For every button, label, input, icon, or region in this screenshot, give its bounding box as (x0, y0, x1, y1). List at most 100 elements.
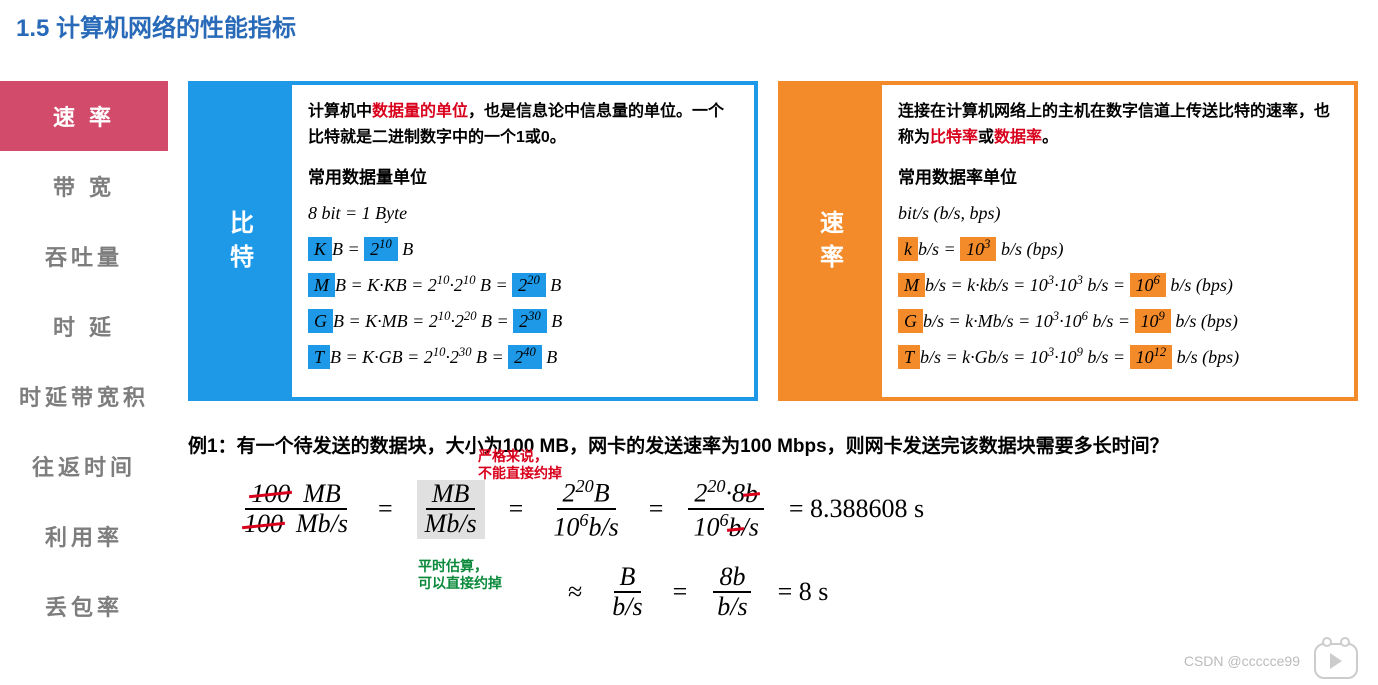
hl: 106 (1130, 273, 1166, 297)
t: 10 (693, 513, 719, 542)
t: b/s = k·kb/s = 10 (925, 275, 1048, 295)
t: B = (475, 275, 512, 295)
t: b/s = (918, 239, 960, 259)
t: ·2 (450, 311, 464, 331)
sup: 9 (1159, 309, 1165, 323)
t: B = (472, 347, 509, 367)
t: 10 (966, 239, 984, 259)
hl: G (898, 309, 923, 333)
strike: b (729, 514, 742, 543)
t: ·10 (1059, 311, 1082, 331)
bit-box-label: 比 特 (192, 85, 292, 397)
hl: 1012 (1130, 345, 1173, 369)
t: b/s (bps) (1172, 347, 1239, 367)
t: b/s = (1083, 347, 1130, 367)
formula-line: Mb/s = k·kb/s = 103·103 b/s = 106 b/s (b… (898, 270, 1338, 300)
hl: 230 (513, 309, 547, 333)
hl: M (898, 273, 925, 297)
approx: ≈ (568, 577, 582, 607)
t: 2 (694, 479, 707, 508)
t: ·2 (445, 347, 459, 367)
t: B = K·MB = 2 (333, 311, 438, 331)
t: 2 (519, 311, 528, 331)
sidebar-item-rtt[interactable]: 往返时间 (0, 431, 168, 501)
formula-line: MB = K·KB = 210·210 B = 220 B (308, 270, 738, 300)
t: 10 (553, 513, 579, 542)
hl: K (308, 237, 332, 261)
rate-box-desc: 连接在计算机网络上的主机在数字信道上传送比特的速率，也称为比特率或数据率。 (898, 99, 1338, 150)
sidebar-item-bdp[interactable]: 时延带宽积 (0, 361, 168, 431)
t: B = (332, 239, 364, 259)
t: ·2 (449, 275, 463, 295)
watermark: CSDN @ccccce99 (1184, 643, 1358, 679)
sup: 10 (433, 345, 446, 359)
equals: = (509, 494, 524, 524)
strike: b (745, 480, 758, 509)
t: b/s = k·Mb/s = 10 (923, 311, 1053, 331)
hl: T (898, 345, 920, 369)
sidebar-item-delay[interactable]: 时 延 (0, 291, 168, 361)
hl: 109 (1135, 309, 1171, 333)
highlight-text: 数据率 (994, 129, 1042, 146)
fraction: 220B 106b/s (547, 476, 624, 543)
t: 2 (518, 275, 527, 295)
formula-line: bit/s (b/s, bps) (898, 199, 1338, 228)
hl: 220 (512, 273, 546, 297)
sidebar-item-bandwidth[interactable]: 带 宽 (0, 151, 168, 221)
t: B = K·GB = 2 (330, 347, 433, 367)
fraction-shaded: MB Mb/s (417, 480, 485, 539)
sup: 12 (1154, 345, 1167, 359)
sidebar-item-throughput[interactable]: 吞吐量 (0, 221, 168, 291)
sup: 10 (379, 237, 392, 251)
fraction: 100 MB 100 Mb/s (238, 480, 354, 539)
formula-line: Tb/s = k·Gb/s = 103·109 b/s = 1012 b/s (… (898, 342, 1338, 372)
highlight-text: 数据量的单位 (372, 103, 468, 120)
denominator: b/s (711, 593, 753, 622)
hl: M (308, 273, 335, 297)
rate-box-label: 速 率 (782, 85, 882, 397)
sidebar-item-utilization[interactable]: 利用率 (0, 501, 168, 571)
sidebar-item-packetloss[interactable]: 丢包率 (0, 571, 168, 641)
watermark-text: CSDN @ccccce99 (1184, 653, 1300, 669)
result: = 8.388608 s (789, 494, 924, 524)
example-text: 例1：有一个待发送的数据块，大小为100 MB，网卡的发送速率为100 Mbps… (188, 431, 1358, 458)
hl: T (308, 345, 330, 369)
equals: = (649, 494, 664, 524)
hl: 103 (960, 237, 996, 261)
result: = 8 s (778, 577, 829, 607)
sup: 30 (528, 309, 541, 323)
page-title: 1.5 计算机网络的性能指标 (0, 0, 1378, 51)
rate-box: 速 率 连接在计算机网络上的主机在数字信道上传送比特的速率，也称为比特率或数据率… (778, 81, 1358, 401)
formula-line: TB = K·GB = 210·230 B = 240 B (308, 342, 738, 372)
formula-line: GB = K·MB = 210·220 B = 230 B (308, 306, 738, 336)
t: b/s (bps) (996, 239, 1063, 259)
t: b/s (588, 513, 618, 542)
numerator: 8b (713, 563, 751, 594)
bit-box-desc: 计算机中数据量的单位，也是信息论中信息量的单位。一个比特就是二进制数字中的一个1… (308, 99, 738, 150)
formula-line: 8 bit = 1 Byte (308, 199, 738, 228)
note-strict: 严格来说， 不能直接约掉 (478, 448, 562, 482)
sup: 40 (523, 345, 536, 359)
content-area: 比 特 计算机中数据量的单位，也是信息论中信息量的单位。一个比特就是二进制数字中… (168, 81, 1378, 642)
highlight-text: 比特率 (930, 129, 978, 146)
t: B = K·KB = 2 (335, 275, 437, 295)
numerator: B (614, 563, 642, 594)
sup: 10 (463, 273, 476, 287)
numerator: MB (426, 480, 476, 511)
bit-subtitle: 常用数据量单位 (308, 164, 738, 191)
t: B (547, 311, 563, 331)
hl: G (308, 309, 333, 333)
t: 10 (1136, 347, 1154, 367)
sup: 30 (459, 345, 472, 359)
sup: 20 (576, 476, 594, 496)
sup: 20 (707, 476, 725, 496)
calc-row-1: 100 MB 100 Mb/s = MB Mb/s = 220B 106b/s … (238, 476, 1358, 543)
t: B (542, 347, 558, 367)
denominator: b/s (606, 593, 648, 622)
hl: 240 (508, 345, 542, 369)
sidebar-item-rate[interactable]: 速 率 (0, 81, 168, 151)
text: 计算机中 (308, 103, 372, 120)
formula-line: kb/s = 103 b/s (bps) (898, 234, 1338, 264)
bit-box-body: 计算机中数据量的单位，也是信息论中信息量的单位。一个比特就是二进制数字中的一个1… (292, 85, 754, 397)
t: B (398, 239, 414, 259)
